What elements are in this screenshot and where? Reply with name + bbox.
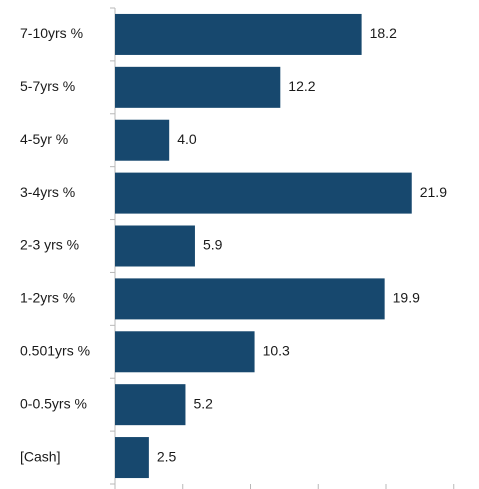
value-label: 18.2 [370,25,397,41]
category-label: 4-5yr % [20,131,68,147]
category-label: 5-7yrs % [20,78,75,94]
x-axis-ticks [114,484,455,489]
bar [115,119,170,161]
category-label: 2-3 yrs % [20,237,79,253]
value-label: 21.9 [420,184,447,200]
category-label: 0.501yrs % [20,342,90,358]
value-label: 4.0 [177,131,197,147]
category-label: [Cash] [20,448,60,464]
bar [115,225,195,267]
bar [115,172,412,214]
bars-group [115,13,412,479]
value-label: 10.3 [263,342,290,358]
category-labels-group: 7-10yrs % 5-7yrs % 4-5yr % 3-4yrs % 2-3 yrs … [20,25,90,464]
value-label: 19.9 [393,290,420,306]
category-label: 1-2yrs % [20,290,75,306]
bar [115,278,385,320]
category-label: 7-10yrs % [20,25,83,41]
value-labels-group: 18.2 12.2 4.0 21.9 5.9 19.9 10.3 5.2 2.5 [157,25,447,464]
bar [115,331,255,373]
category-label: 3-4yrs % [20,184,75,200]
value-label: 2.5 [157,448,177,464]
value-label: 5.2 [193,395,213,411]
bar [115,384,186,426]
bar [115,13,362,55]
y-axis-ticks [110,7,115,485]
value-label: 12.2 [288,78,315,94]
bar [115,437,149,479]
category-label: 0-0.5yrs % [20,395,87,411]
bar [115,66,281,108]
value-label: 5.9 [203,237,223,253]
